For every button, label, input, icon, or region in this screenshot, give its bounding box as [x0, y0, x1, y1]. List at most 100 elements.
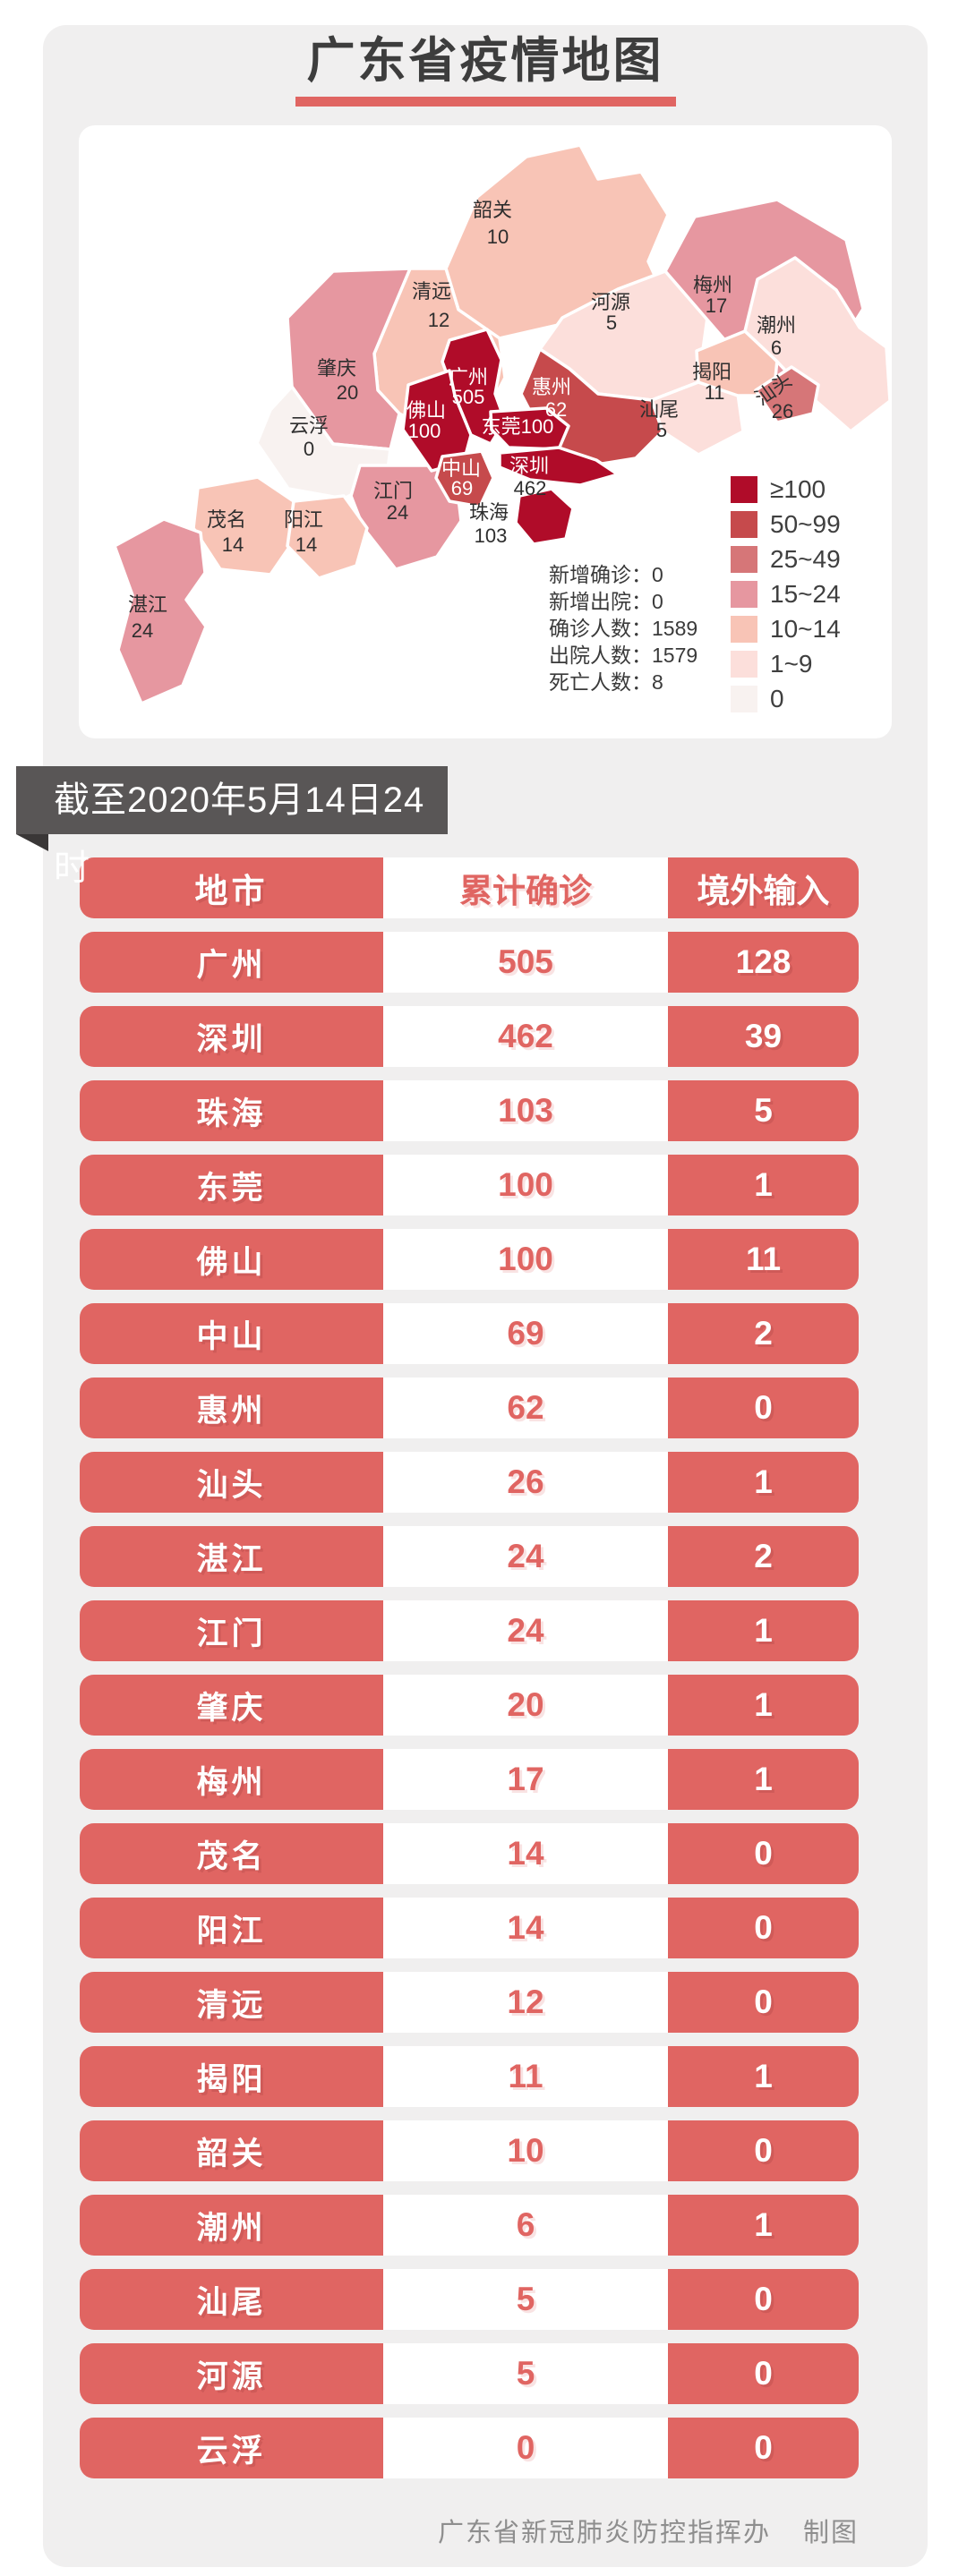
imported-count: 2 [668, 1303, 859, 1364]
imported-count: 11 [668, 1229, 859, 1290]
confirmed-count: 100 [383, 1155, 668, 1215]
value-yunfu: 0 [304, 438, 314, 460]
table-row: 潮州 6 1 [80, 2195, 859, 2256]
region-shenzhen [498, 446, 620, 487]
table-row: 深圳 462 39 [80, 1006, 859, 1067]
credit-suffix: 制图 [802, 2519, 859, 2547]
city-name: 河源 [80, 2343, 383, 2404]
value-heyuan: 5 [606, 311, 617, 334]
table-row: 揭阳 11 1 [80, 2046, 859, 2107]
label-jieyang: 揭阳 [692, 361, 732, 383]
value-zhaoqing: 20 [337, 381, 358, 404]
value-shenzhen: 462 [514, 477, 547, 499]
city-name: 佛山 [80, 1229, 383, 1290]
value-foshan: 100 [408, 420, 441, 442]
table-row: 江门 24 1 [80, 1600, 859, 1661]
city-name: 珠海 [80, 1080, 383, 1141]
imported-count: 1 [668, 1600, 859, 1661]
header-confirmed: 累计确诊 [383, 857, 668, 918]
table-row: 清远 12 0 [80, 1972, 859, 2033]
legend-label-10-14: 10~14 [770, 615, 841, 643]
confirmed-count: 5 [383, 2269, 668, 2330]
label-shanwei: 汕尾 [639, 398, 679, 421]
imported-count: 0 [668, 2269, 859, 2330]
city-name: 云浮 [80, 2418, 383, 2478]
imported-count: 1 [668, 1452, 859, 1513]
legend-swatch-1-9 [731, 651, 757, 678]
value-meizhou: 17 [706, 294, 727, 317]
label-dongguan: 东莞100 [482, 415, 554, 438]
imported-count: 39 [668, 1006, 859, 1067]
table-row: 珠海 103 5 [80, 1080, 859, 1141]
confirmed-count: 5 [383, 2343, 668, 2404]
label-qingyuan: 清远 [412, 280, 451, 303]
map-regions [113, 143, 892, 705]
legend-label-1-9: 1~9 [770, 650, 813, 678]
stat-total-discharged: 出院人数：1579 [549, 644, 697, 667]
legend-label-15-24: 15~24 [770, 580, 841, 608]
table-header-row: 地市 累计确诊 境外输入 [80, 857, 859, 918]
value-jieyang: 11 [705, 381, 725, 404]
header-imported: 境外输入 [668, 857, 859, 918]
confirmed-count: 17 [383, 1749, 668, 1810]
legend-label-50-99: 50~99 [770, 510, 841, 538]
value-maoming: 14 [222, 533, 244, 556]
city-name: 揭阳 [80, 2046, 383, 2107]
imported-count: 0 [668, 2120, 859, 2181]
city-name: 深圳 [80, 1006, 383, 1067]
legend-swatch-100plus [731, 476, 757, 503]
table-row: 惠州 62 0 [80, 1378, 859, 1438]
value-yangjiang: 14 [295, 533, 317, 556]
label-zhongshan: 中山 [441, 457, 481, 480]
city-name: 清远 [80, 1972, 383, 2033]
value-chaozhou: 6 [771, 337, 782, 359]
region-zhuhai [514, 487, 575, 546]
city-name: 中山 [80, 1303, 383, 1364]
city-name: 江门 [80, 1600, 383, 1661]
table-row: 汕尾 5 0 [80, 2269, 859, 2330]
city-name: 湛江 [80, 1526, 383, 1587]
city-name: 梅州 [80, 1749, 383, 1810]
city-name: 潮州 [80, 2195, 383, 2256]
label-heyuan: 河源 [591, 291, 630, 313]
map-legend: ≥100 50~99 25~49 15~24 10~14 1~9 0 [731, 475, 841, 712]
city-name: 广州 [80, 932, 383, 993]
city-name: 阳江 [80, 1898, 383, 1958]
value-qingyuan: 12 [428, 309, 449, 331]
imported-count: 2 [668, 1526, 859, 1587]
infographic-card: 广东省疫情地图 [43, 25, 928, 2567]
legend-swatch-25-49 [731, 546, 757, 573]
confirmed-count: 10 [383, 2120, 668, 2181]
confirmed-count: 69 [383, 1303, 668, 1364]
city-name: 东莞 [80, 1155, 383, 1215]
credit-org: 广东省新冠肺炎防控指挥办 [437, 2519, 771, 2547]
page-title: 广东省疫情地图 [306, 34, 664, 88]
label-guangzhou: 广州 [449, 366, 488, 388]
title-underline [295, 97, 676, 107]
date-ribbon: 截至2020年5月14日24时 [16, 766, 448, 888]
value-shanwei: 5 [656, 419, 667, 441]
label-zhuhai: 珠海 [469, 501, 509, 524]
imported-count: 1 [668, 1749, 859, 1810]
legend-label-100plus: ≥100 [770, 475, 826, 503]
region-shantou [754, 365, 820, 424]
confirmed-count: 12 [383, 1972, 668, 2033]
confirmed-count: 20 [383, 1675, 668, 1736]
confirmed-count: 103 [383, 1080, 668, 1141]
region-foshan [401, 369, 473, 473]
label-zhanjiang: 湛江 [128, 593, 167, 616]
imported-count: 0 [668, 1898, 859, 1958]
city-name: 惠州 [80, 1378, 383, 1438]
confirmed-count: 24 [383, 1600, 668, 1661]
map-panel: 韶关 10 清远 12 肇庆 20 河源 5 梅州 17 惠州 62 云浮 0 … [79, 125, 892, 738]
confirmed-count: 6 [383, 2195, 668, 2256]
stat-new-discharged: 新增出院：0 [549, 590, 663, 613]
table-row: 中山 69 2 [80, 1303, 859, 1364]
imported-count: 1 [668, 1675, 859, 1736]
table-row: 韶关 10 0 [80, 2120, 859, 2181]
city-name: 汕头 [80, 1452, 383, 1513]
legend-label-25-49: 25~49 [770, 545, 841, 573]
label-maoming: 茂名 [207, 508, 246, 531]
table-row: 河源 5 0 [80, 2343, 859, 2404]
region-zhanjiang [113, 517, 208, 705]
